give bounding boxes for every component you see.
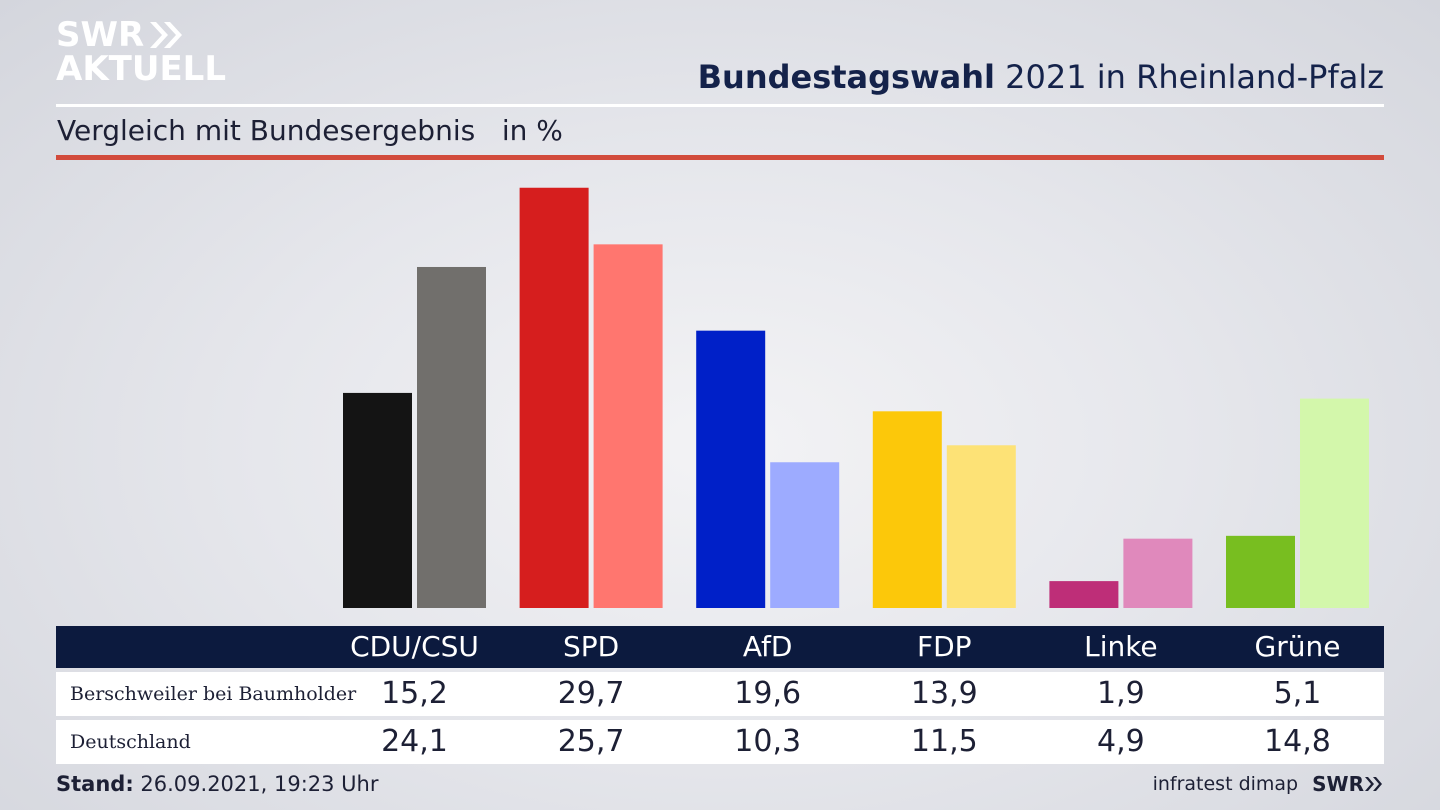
- page-title: Bundestagswahl 2021 in Rheinland-Pfalz: [698, 58, 1384, 96]
- title-bold: Bundestagswahl: [697, 58, 995, 96]
- column-header: CDU/CSU: [350, 630, 479, 663]
- source-label: infratest dimap: [1152, 773, 1299, 795]
- bar-grne-local: [1226, 535, 1295, 608]
- table-row: Deutschland 24,1 25,7 10,3 11,5 4,9 14,8: [56, 720, 1384, 764]
- column-header: FDP: [917, 630, 972, 663]
- chart-subtitle: Vergleich mit Bundesergebnis in %: [57, 114, 563, 147]
- bar-fdp-local: [872, 411, 942, 608]
- table-cell: 24,1: [381, 724, 448, 759]
- bar-spd-local: [519, 187, 589, 608]
- table-cell: 10,3: [734, 724, 802, 759]
- table-cell: 19,6: [734, 676, 802, 711]
- bar-spd-national: [593, 244, 663, 608]
- source-credit: infratest dimap SWR: [1153, 772, 1384, 796]
- bar-fdp-national: [946, 445, 1016, 608]
- stand-label: Stand:: [56, 772, 134, 796]
- table-body: Berschweiler bei Baumholder 15,2 29,7 19,6 1…: [56, 672, 1384, 764]
- bar-afd-national: [770, 462, 840, 608]
- stand-value: 26.09.2021, 19:23 Uhr: [133, 772, 379, 796]
- table-cell: 15,2: [381, 676, 448, 711]
- results-table: CDU/CSU SPD AfD FDP Linke Grüne Berschweiler …: [56, 626, 1384, 764]
- table-cell: 25,7: [557, 724, 625, 759]
- swr-footer-logo: SWR: [1312, 772, 1384, 796]
- column-header: AfD: [742, 630, 793, 663]
- table-header: CDU/CSU SPD AfD FDP Linke Grüne: [56, 626, 1384, 668]
- bar-afd-local: [696, 330, 766, 608]
- table-cell: 14,8: [1264, 724, 1331, 759]
- table-cell: 5,1: [1273, 676, 1322, 711]
- bar-chart: [343, 187, 1369, 608]
- double-chevron-icon: [150, 22, 183, 48]
- title-divider: [56, 104, 1384, 107]
- column-header: SPD: [562, 630, 620, 663]
- double-chevron-icon: [1365, 777, 1382, 791]
- table-cell: 11,5: [910, 724, 978, 759]
- table-row: Berschweiler bei Baumholder 15,2 29,7 19,6 1…: [56, 672, 1384, 716]
- logo-line1: SWR: [56, 15, 145, 55]
- row-label: Deutschland: [70, 731, 191, 753]
- logo-line2: AKTUELL: [56, 49, 227, 89]
- table-cell: 4,9: [1097, 724, 1145, 759]
- column-header: Grüne: [1254, 630, 1341, 663]
- table-cell: 13,9: [910, 676, 978, 711]
- swr-aktuell-logo: SWR AKTUELL: [56, 18, 226, 86]
- bar-cducsu-local: [343, 392, 412, 608]
- timestamp: Stand: 26.09.2021, 19:23 Uhr: [56, 772, 379, 796]
- bar-cducsu-national: [417, 266, 486, 608]
- bar-linke-national: [1123, 538, 1193, 608]
- table-cell: 29,7: [557, 676, 625, 711]
- bar-grne-national: [1300, 398, 1369, 608]
- bar-linke-local: [1049, 581, 1119, 608]
- title-rest: 2021 in Rheinland-Pfalz: [995, 58, 1384, 96]
- column-header: Linke: [1084, 630, 1158, 663]
- swr-footer-text: SWR: [1312, 772, 1364, 796]
- table-cell: 1,9: [1097, 676, 1145, 711]
- row-label: Berschweiler bei Baumholder: [70, 683, 357, 705]
- subtitle-divider: [56, 155, 1384, 160]
